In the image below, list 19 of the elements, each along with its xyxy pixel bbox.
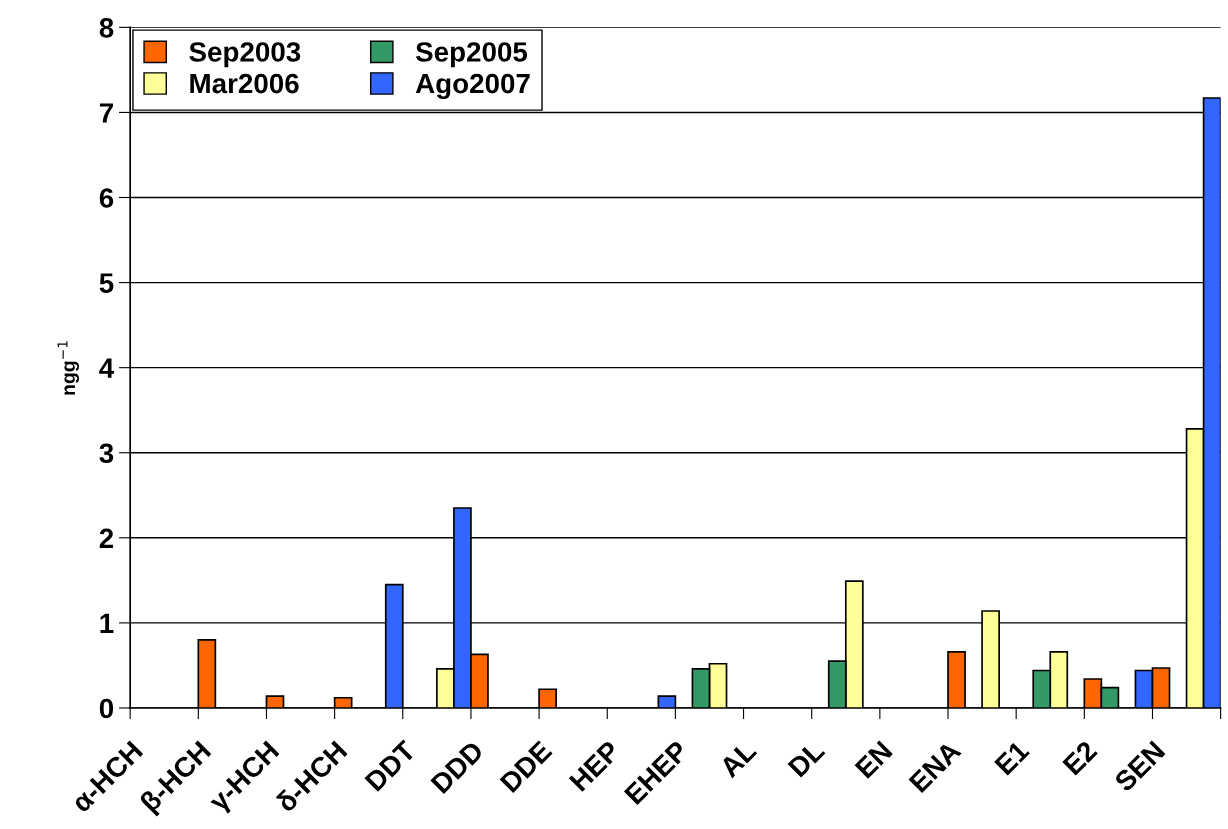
x-tick-label: E1	[994, 739, 1030, 776]
x-tick-label: AL	[718, 739, 758, 779]
x-tick-label: DL	[787, 739, 826, 778]
x-tick-label: EN	[854, 740, 893, 779]
y-axis-title: ngg$^{−1}$	[57, 341, 80, 395]
legend-label: Sep2005	[415, 42, 528, 68]
y-tick-label: 1	[100, 613, 114, 633]
y-tick-label: 0	[99, 698, 114, 719]
legend-label: Mar2006	[190, 73, 299, 94]
y-tick-label: 6	[99, 188, 114, 208]
y-tick-label: 4	[99, 358, 115, 378]
y-tick-label: 5	[99, 273, 114, 293]
y-tick-label: 2	[99, 528, 114, 548]
x-tick-label: E2	[1062, 739, 1098, 776]
y-tick-label: 3	[99, 443, 114, 464]
y-tick-label: 7	[99, 103, 113, 123]
legend-label: Ago2007	[415, 73, 530, 100]
legend-label: Sep2003	[189, 42, 301, 68]
y-tick-label: 8	[99, 18, 114, 38]
